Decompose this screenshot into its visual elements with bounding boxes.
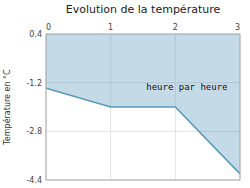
- x-tick-label: 2: [173, 23, 178, 32]
- x-tick-label: 3: [235, 23, 240, 32]
- y-tick-label: -4.4: [26, 176, 42, 185]
- x-tick-label: 1: [108, 23, 113, 32]
- plot-background: [46, 34, 240, 180]
- y-axis-label: Température en °C: [2, 69, 12, 146]
- title: Evolution de la température: [66, 3, 221, 16]
- area: [46, 34, 240, 174]
- data: [46, 34, 240, 174]
- line: [46, 88, 240, 174]
- y-tick-label: -2.8: [26, 127, 42, 136]
- x-tick-label: 0: [46, 23, 51, 32]
- y-tick-label: -1.2: [26, 79, 42, 88]
- annotation: heure par heure: [146, 82, 227, 92]
- plot-frame: [46, 34, 240, 180]
- chart: 0.4 -1.2 -2.8 -4.4 0 1 2 3 heure par heure Evolut…: [0, 0, 250, 188]
- y-tick-label: 0.4: [29, 30, 42, 39]
- grid: [46, 34, 240, 180]
